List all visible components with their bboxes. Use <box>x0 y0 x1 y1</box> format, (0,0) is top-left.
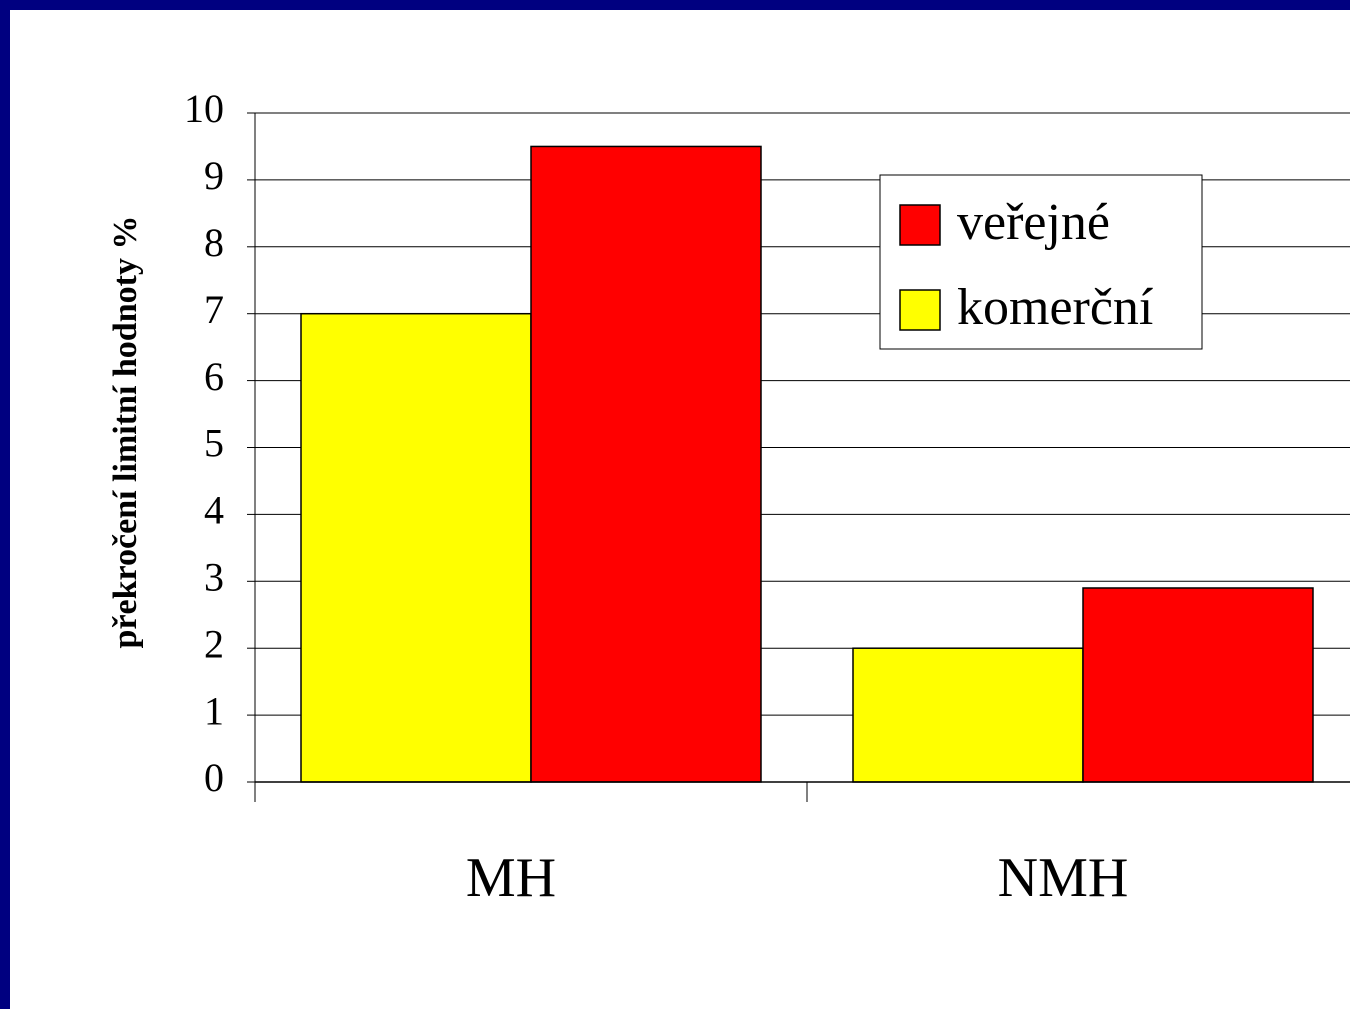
bar <box>530 145 762 783</box>
y-tick-label: 0 <box>204 755 224 800</box>
y-tick-label: 7 <box>204 287 224 332</box>
y-tick-label: 2 <box>204 621 224 666</box>
bar <box>852 647 1084 783</box>
y-axis-title: překročení limitní hodnoty % <box>107 216 144 649</box>
y-tick-label: 10 <box>184 86 224 131</box>
legend-label: komerční <box>957 279 1153 336</box>
y-tick-label: 3 <box>204 554 224 599</box>
y-tick-label: 1 <box>204 688 224 733</box>
y-tick-label: 6 <box>204 354 224 399</box>
y-tick-label: 9 <box>204 153 224 198</box>
legend-swatch <box>899 204 941 246</box>
x-tick-label: MH <box>466 847 556 909</box>
x-tick-label: NMH <box>998 847 1129 909</box>
y-tick-label: 4 <box>204 488 224 533</box>
y-tick-label: 5 <box>204 421 224 466</box>
legend-label: veřejné <box>957 194 1110 251</box>
legend-swatch <box>899 289 941 331</box>
bar <box>300 312 532 783</box>
bar <box>1082 587 1314 783</box>
y-tick-label: 8 <box>204 220 224 265</box>
